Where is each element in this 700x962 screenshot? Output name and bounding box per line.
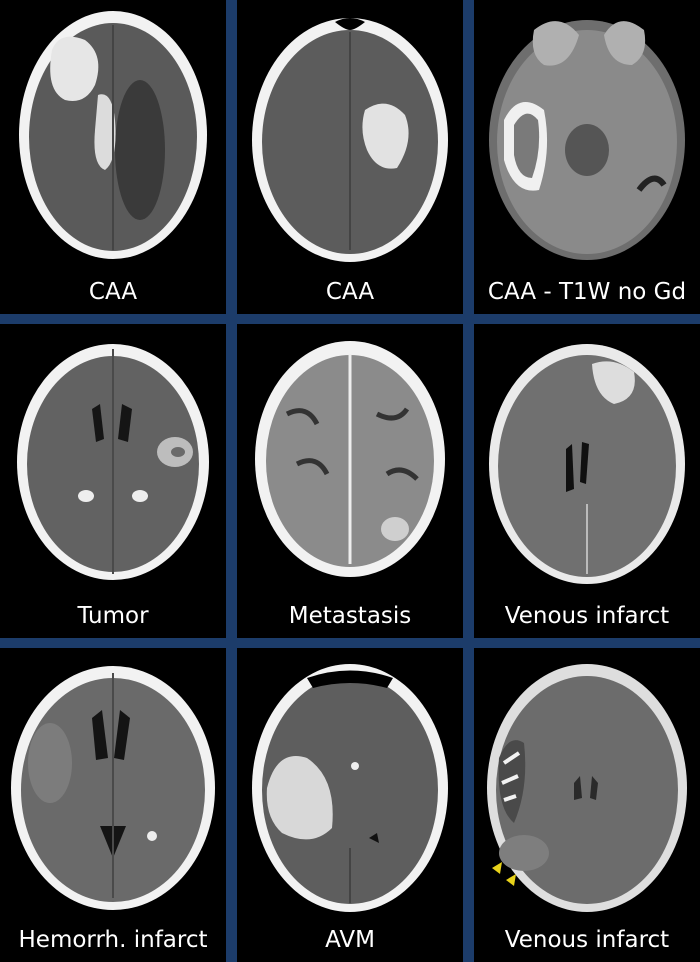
panel-avm: AVM (237, 648, 463, 962)
ct-scan-image (19, 11, 207, 259)
ct-scan-image (489, 344, 685, 584)
panel-label: Hemorrh. infarct (18, 927, 208, 953)
panel-label: AVM (325, 927, 375, 953)
ct-scan-image (487, 664, 687, 912)
arrowhead-icon (506, 874, 516, 886)
panel-caa-1: CAA (0, 0, 226, 314)
ct-scan-image (252, 664, 448, 912)
panel-metastasis: Metastasis (237, 324, 463, 638)
arrowhead-icon (492, 862, 502, 874)
panel-label: Venous infarct (504, 603, 670, 629)
ct-scan-image (17, 344, 209, 580)
panel-caa-2: CAA (237, 0, 463, 314)
panel-label: CAA (325, 279, 375, 305)
panel-tumor: Tumor (0, 324, 226, 638)
panel-venous-infarct-1: Venous infarct (474, 324, 700, 638)
panel-venous-infarct-2: Venous infarct (474, 648, 700, 962)
panel-caa-t1w: CAA - T1W no Gd (474, 0, 700, 314)
ct-scan-image (255, 341, 445, 577)
panel-label: CAA (88, 279, 138, 305)
panel-label: CAA - T1W no Gd (487, 279, 687, 305)
panel-label: Venous infarct (504, 927, 670, 953)
mri-scan-image (489, 20, 685, 260)
panel-label: Metastasis (288, 603, 412, 629)
ct-scan-image (11, 666, 215, 910)
panel-label: Tumor (77, 603, 149, 629)
panel-hemorrhagic-infarct: Hemorrh. infarct (0, 648, 226, 962)
ct-scan-image (252, 18, 448, 262)
